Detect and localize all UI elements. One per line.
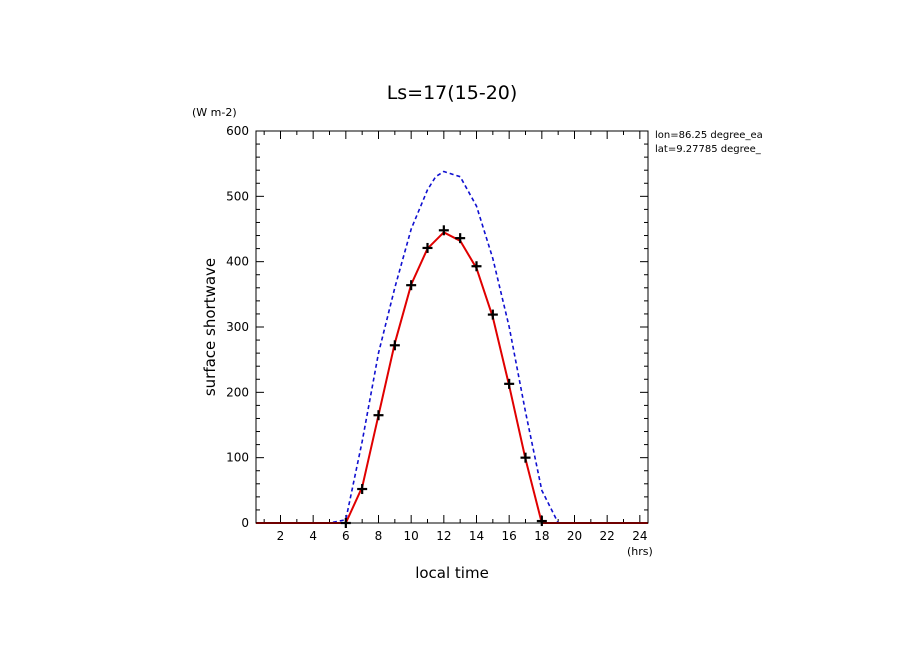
marker-group: [340, 225, 547, 528]
data-point-marker: [422, 242, 433, 253]
x-tick-label: 6: [342, 529, 350, 543]
x-tick-label: 4: [309, 529, 317, 543]
y-tick-label: 300: [226, 320, 249, 334]
y-tick-label: 400: [226, 255, 249, 269]
x-tick-label: 14: [469, 529, 484, 543]
x-tick-label: 16: [502, 529, 517, 543]
x-tick-label: 10: [404, 529, 419, 543]
data-point-marker: [438, 225, 449, 236]
x-tick-label: 20: [567, 529, 582, 543]
series-line-dashed: [256, 170, 648, 524]
data-point-marker: [487, 309, 498, 320]
series-line-solid: [256, 231, 648, 524]
location-lat: lat=9.27785 degree_: [655, 144, 762, 155]
x-tick-label: 12: [436, 529, 451, 543]
y-tick-label: 100: [226, 451, 249, 465]
y-unit-label: (W m-2): [192, 106, 237, 119]
x-tick-label: 8: [375, 529, 383, 543]
location-lon: lon=86.25 degree_ea: [655, 130, 763, 141]
data-point-marker: [471, 261, 482, 272]
x-tick-label: 22: [600, 529, 615, 543]
y-tick-label: 200: [226, 385, 249, 399]
data-point-marker: [373, 410, 384, 421]
data-point-marker: [406, 280, 417, 291]
y-tick-label: 500: [226, 189, 249, 203]
axis-ticks: [256, 130, 648, 524]
chart-title: Ls=17(15-20): [387, 82, 518, 104]
data-point-marker: [455, 233, 466, 244]
y-axis-label: surface shortwave: [201, 258, 219, 396]
data-point-marker: [389, 340, 400, 351]
x-axis-label: local time: [415, 564, 489, 582]
series-group: [256, 170, 648, 524]
x-tick-label: 18: [534, 529, 549, 543]
y-tick-label: 600: [226, 124, 249, 138]
x-unit-label: (hrs): [627, 545, 653, 558]
y-tick-label: 0: [241, 516, 249, 530]
x-tick-label: 2: [277, 529, 285, 543]
data-point-marker: [357, 484, 368, 495]
data-point-marker: [536, 516, 547, 527]
x-tick-label: 24: [632, 529, 647, 543]
data-point-marker: [520, 452, 531, 463]
plot-frame: [255, 130, 649, 524]
data-point-marker: [504, 378, 515, 389]
